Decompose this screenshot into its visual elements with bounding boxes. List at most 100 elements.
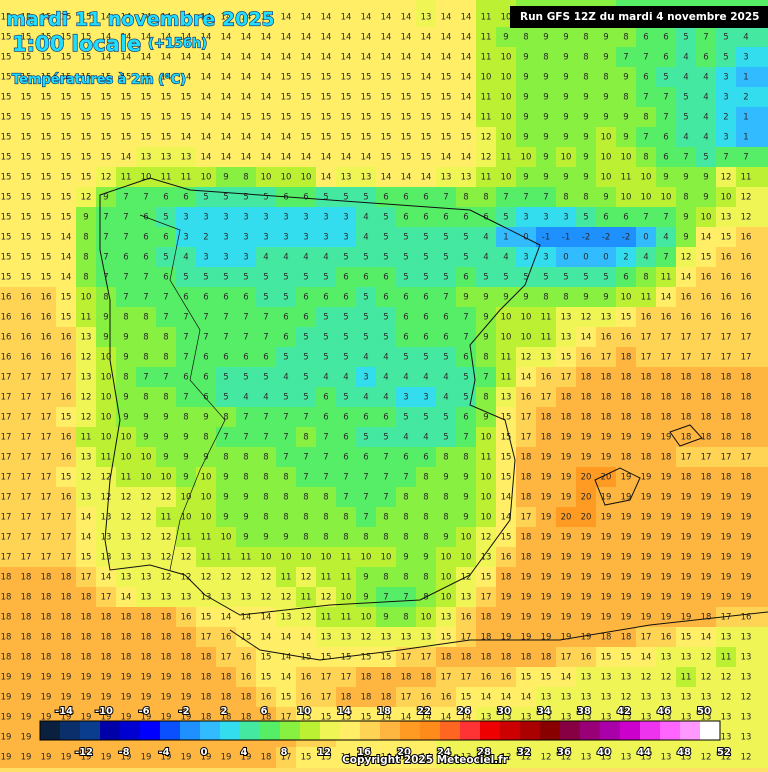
field-cell: [156, 667, 177, 688]
grid-value: -2: [602, 233, 610, 243]
colorbar-label: -8: [118, 747, 129, 758]
grid-value: 18: [701, 373, 712, 383]
field-cell: [116, 247, 137, 268]
grid-value: 10: [221, 533, 232, 543]
field-cell: [536, 667, 557, 688]
grid-value: 18: [221, 693, 232, 703]
field-cell: [276, 427, 297, 448]
field-cell: [696, 527, 717, 548]
grid-value: 9: [583, 113, 588, 123]
field-cell: [276, 687, 297, 708]
grid-value: 5: [403, 273, 408, 283]
grid-value: 12: [301, 613, 312, 623]
field-cell: [716, 487, 737, 508]
field-cell: [676, 607, 697, 628]
field-cell: [296, 327, 317, 348]
grid-value: 17: [1, 473, 12, 483]
field-cell: [716, 107, 737, 128]
grid-value: 18: [741, 433, 752, 443]
grid-value: 5: [283, 353, 288, 363]
grid-value: 6: [663, 133, 668, 143]
field-cell: [696, 627, 717, 648]
field-cell: [316, 167, 337, 188]
field-cell: [216, 107, 237, 128]
field-cell: [96, 567, 117, 588]
field-cell: [416, 247, 437, 268]
field-cell: [376, 87, 397, 108]
field-cell: [656, 147, 677, 168]
field-cell: [516, 527, 537, 548]
field-cell: [736, 527, 768, 548]
grid-value: 13: [101, 553, 112, 563]
field-cell: [16, 467, 37, 488]
grid-value: 15: [21, 233, 32, 243]
field-cell: [676, 367, 697, 388]
field-cell: [576, 267, 597, 288]
grid-value: 17: [21, 553, 32, 563]
grid-value: 16: [41, 293, 52, 303]
field-cell: [516, 347, 537, 368]
field-cell: [176, 687, 197, 708]
field-cell: [536, 647, 557, 668]
grid-value: 15: [101, 133, 112, 143]
grid-value: 19: [161, 693, 172, 703]
grid-value: 17: [201, 633, 212, 643]
grid-value: 19: [601, 553, 612, 563]
grid-value: 16: [701, 273, 712, 283]
grid-value: 6: [123, 253, 128, 263]
field-cell: [276, 647, 297, 668]
field-cell: [316, 267, 337, 288]
grid-value: 15: [81, 153, 92, 163]
field-cell: [696, 427, 717, 448]
field-cell: [176, 627, 197, 648]
field-cell: [496, 47, 517, 68]
field-cell: [216, 367, 237, 388]
grid-value: 13: [561, 333, 572, 343]
field-cell: [236, 207, 257, 228]
field-cell: [0, 647, 17, 668]
grid-value: 14: [361, 13, 372, 23]
grid-value: 12: [701, 673, 712, 683]
grid-value: 19: [541, 513, 552, 523]
field-cell: [516, 167, 537, 188]
grid-value: 12: [261, 573, 272, 583]
grid-value: 15: [181, 113, 192, 123]
field-cell: [616, 47, 637, 68]
grid-value: 19: [101, 693, 112, 703]
field-cell: [656, 307, 677, 328]
field-cell: [196, 187, 217, 208]
field-cell: [276, 507, 297, 528]
field-cell: [496, 567, 517, 588]
field-cell: [616, 67, 637, 88]
field-cell: [16, 127, 37, 148]
field-cell: [416, 27, 437, 48]
grid-value: 7: [743, 153, 748, 163]
grid-value: 14: [261, 133, 272, 143]
grid-value: 10: [561, 153, 572, 163]
field-cell: [616, 207, 637, 228]
grid-value: 18: [481, 613, 492, 623]
field-cell: [0, 547, 17, 568]
field-cell: [436, 267, 457, 288]
field-cell: [16, 607, 37, 628]
grid-value: 19: [581, 613, 592, 623]
grid-value: 18: [581, 393, 592, 403]
colorbar-segment: [600, 721, 621, 740]
grid-value: 18: [221, 673, 232, 683]
grid-value: 19: [41, 693, 52, 703]
grid-value: 19: [101, 673, 112, 683]
grid-value: 6: [383, 413, 388, 423]
field-cell: [296, 107, 317, 128]
grid-value: 6: [443, 333, 448, 343]
grid-value: 14: [221, 133, 232, 143]
grid-value: 4: [703, 113, 708, 123]
grid-value: 15: [301, 753, 312, 763]
field-cell: [256, 367, 277, 388]
grid-value: 11: [341, 553, 352, 563]
field-cell: [536, 407, 557, 428]
grid-value: 3: [523, 213, 528, 223]
grid-value: 9: [603, 33, 608, 43]
colorbar-segment: [620, 721, 641, 740]
field-cell: [476, 527, 497, 548]
field-cell: [416, 527, 437, 548]
